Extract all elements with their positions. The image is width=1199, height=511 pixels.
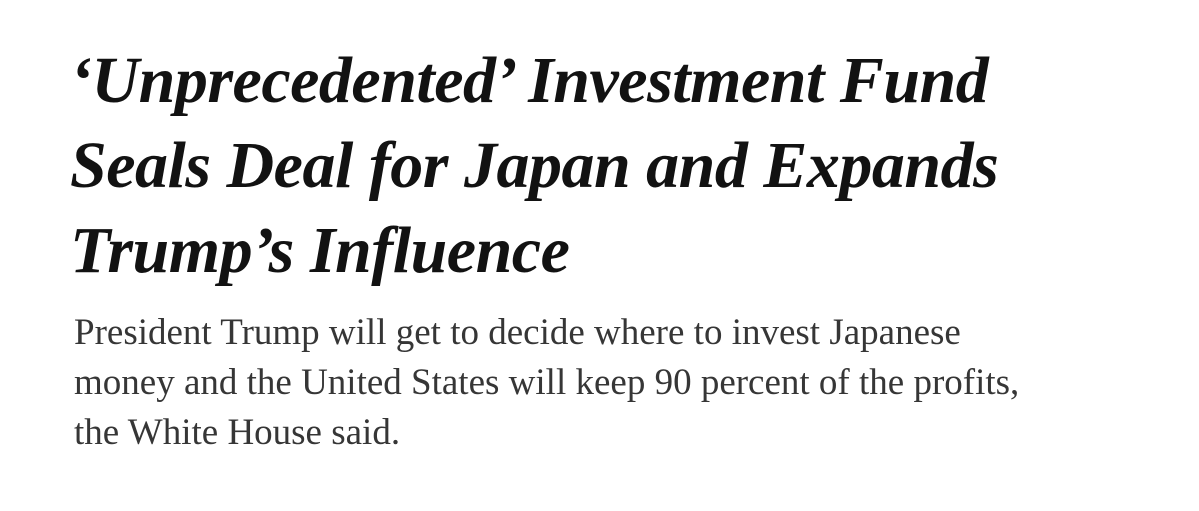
headline-line: Trump’s Influence <box>70 214 570 287</box>
headline-line: ‘Unprecedented’ Investment Fund <box>70 44 989 117</box>
headline-line: Seals Deal for Japan and Expands <box>70 129 999 202</box>
summary-line: the White House said. <box>74 412 401 453</box>
article-summary: President Trump will get to decide where… <box>74 308 1019 458</box>
summary-line: President Trump will get to decide where… <box>74 312 961 353</box>
summary-line: money and the United States will keep 90… <box>74 362 1020 403</box>
article-headline[interactable]: ‘Unprecedented’ Investment Fund Seals De… <box>70 38 999 293</box>
